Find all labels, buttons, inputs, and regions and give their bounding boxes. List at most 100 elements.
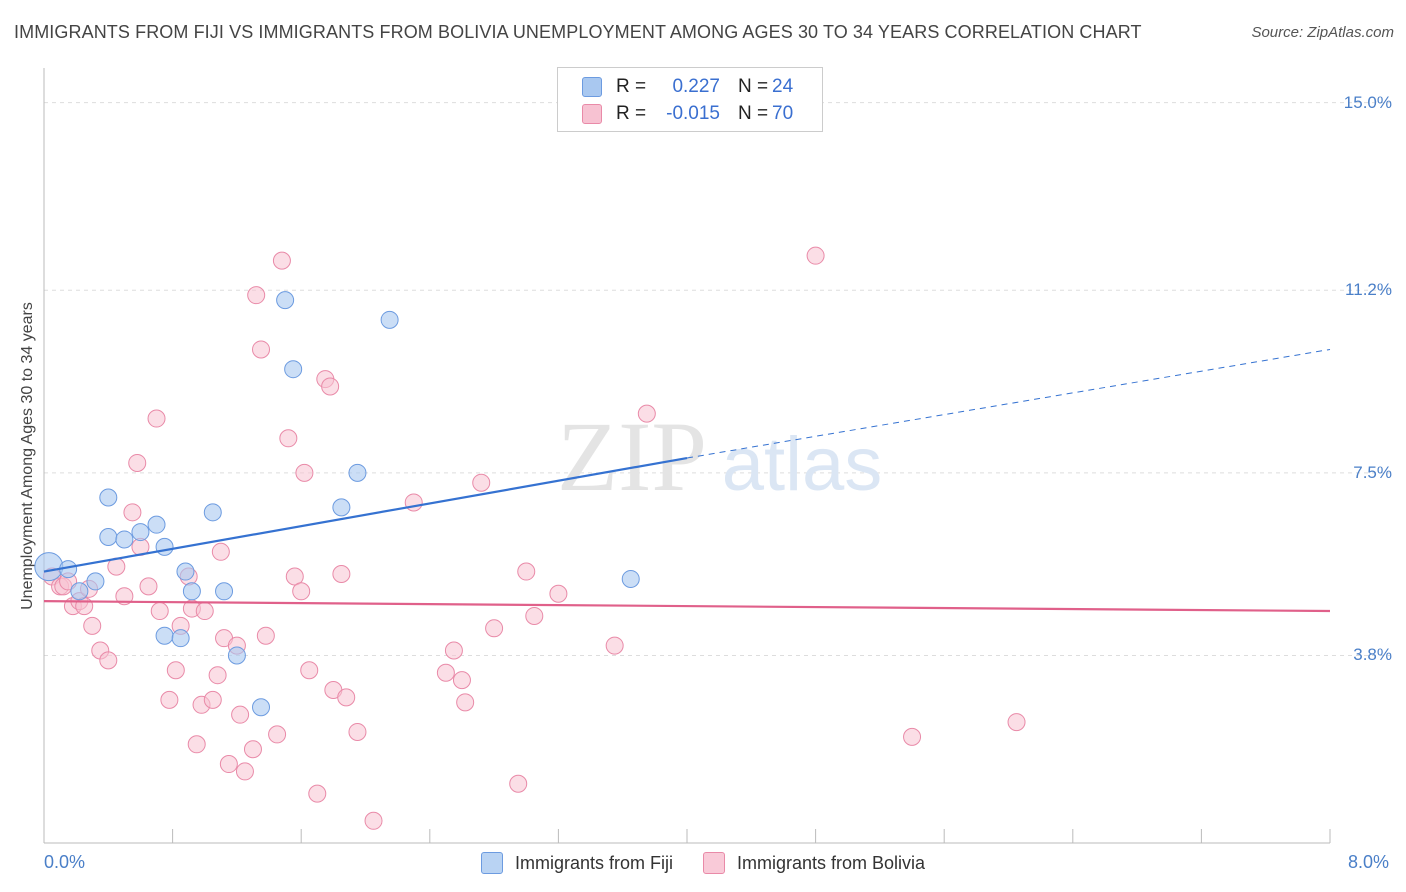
x-tick-label-min: 0.0% bbox=[44, 852, 86, 872]
bolivia-point bbox=[160, 690, 179, 709]
legend-n-label: N = bbox=[738, 76, 769, 97]
bolivia-point bbox=[485, 619, 504, 638]
legend-item-bolivia: Immigrants from Bolivia bbox=[702, 852, 926, 874]
bolivia-point bbox=[139, 577, 158, 596]
watermark: ZIP atlas bbox=[557, 401, 882, 512]
correlation-legend: R = 0.227 N = 24 R = -0.015 N = 70 bbox=[557, 67, 823, 132]
fiji-trend-line bbox=[43, 456, 688, 573]
fiji-point bbox=[182, 582, 201, 601]
bolivia-point bbox=[268, 725, 287, 744]
fiji-point bbox=[115, 530, 134, 549]
fiji-point bbox=[99, 488, 118, 507]
axes bbox=[43, 68, 1331, 844]
bolivia-point bbox=[256, 626, 275, 645]
bolivia-trend-line bbox=[43, 600, 1331, 613]
bolivia-point bbox=[99, 651, 118, 670]
legend-swatch-bolivia bbox=[582, 104, 602, 124]
legend-n-value: 24 bbox=[772, 76, 794, 97]
bolivia-point bbox=[364, 811, 383, 830]
legend-r-label: R = bbox=[616, 76, 647, 97]
source-note: Source: ZipAtlas.com bbox=[1251, 24, 1394, 41]
fiji-point bbox=[155, 626, 174, 645]
bolivia-point bbox=[337, 688, 356, 707]
fiji-trend-extension bbox=[686, 348, 1331, 459]
fiji-point bbox=[99, 528, 118, 546]
bolivia-point bbox=[1007, 713, 1026, 732]
legend-n-label: N = bbox=[738, 103, 769, 124]
bolivia-point bbox=[279, 429, 298, 448]
bolivia-point bbox=[295, 463, 314, 482]
y-tick-label: 7.5% bbox=[1353, 462, 1392, 482]
bolivia-point bbox=[452, 671, 471, 690]
fiji-point bbox=[70, 582, 89, 601]
y-tick-label: 15.0% bbox=[1343, 92, 1392, 112]
fiji-point bbox=[332, 498, 351, 517]
trend-lines bbox=[43, 348, 1331, 613]
bolivia-point bbox=[549, 584, 568, 603]
series-bolivia bbox=[43, 246, 1026, 830]
legend-r-value: -0.015 bbox=[666, 103, 720, 124]
legend-swatch-fiji bbox=[582, 77, 602, 97]
legend-swatch-bolivia bbox=[702, 852, 725, 874]
bolivia-point bbox=[472, 473, 491, 492]
bolivia-point bbox=[605, 636, 624, 655]
fiji-point bbox=[276, 291, 295, 310]
legend-r-value: 0.227 bbox=[672, 76, 720, 97]
chart-title: IMMIGRANTS FROM FIJI VS IMMIGRANTS FROM … bbox=[14, 22, 1142, 42]
bolivia-point bbox=[150, 602, 169, 621]
fiji-point bbox=[86, 572, 105, 591]
bolivia-point bbox=[83, 616, 102, 635]
bolivia-point bbox=[285, 567, 304, 586]
bolivia-point bbox=[166, 661, 185, 680]
legend-label-bolivia: Immigrants from Bolivia bbox=[736, 852, 926, 873]
bolivia-point bbox=[292, 582, 311, 601]
fiji-point bbox=[215, 582, 234, 601]
bolivia-point bbox=[235, 762, 254, 781]
bolivia-point bbox=[252, 340, 271, 359]
y-tick-label: 11.2% bbox=[1345, 280, 1392, 300]
legend-r-label: R = bbox=[616, 103, 647, 124]
fiji-point bbox=[155, 537, 174, 556]
bolivia-point bbox=[517, 562, 536, 581]
fiji-point bbox=[203, 503, 222, 522]
bolivia-point bbox=[272, 251, 291, 270]
fiji-point bbox=[252, 698, 271, 717]
bolivia-point bbox=[128, 453, 147, 472]
legend-label-fiji: Immigrants from Fiji bbox=[514, 852, 673, 873]
bolivia-point bbox=[509, 774, 528, 793]
fiji-point bbox=[621, 569, 640, 588]
bolivia-point bbox=[115, 587, 134, 606]
bolivia-point bbox=[637, 404, 656, 423]
bolivia-point bbox=[219, 755, 238, 774]
bolivia-point bbox=[195, 602, 214, 621]
watermark-zip: ZIP bbox=[557, 401, 707, 512]
bolivia-point bbox=[243, 740, 262, 759]
fiji-point bbox=[380, 310, 399, 329]
series-fiji bbox=[34, 291, 640, 717]
legend-item-fiji: Immigrants from Fiji bbox=[480, 852, 673, 874]
legend-row-fiji: R = 0.227 N = 24 bbox=[582, 74, 793, 100]
grid-lines bbox=[44, 102, 1390, 656]
fiji-point bbox=[176, 562, 195, 581]
legend-row-bolivia: R = -0.015 N = 70 bbox=[582, 101, 793, 127]
series-legend: Immigrants from Fiji Immigrants from Bol… bbox=[0, 852, 1406, 874]
x-tick-label-max: 8.0% bbox=[1348, 852, 1390, 872]
bolivia-point bbox=[187, 735, 206, 754]
bolivia-point bbox=[208, 666, 227, 685]
bolivia-point bbox=[308, 784, 327, 803]
bolivia-point bbox=[300, 661, 319, 680]
legend-swatch-fiji bbox=[480, 852, 503, 874]
fiji-point bbox=[284, 360, 303, 379]
bolivia-point bbox=[525, 606, 544, 625]
watermark-atlas: atlas bbox=[722, 422, 883, 507]
bolivia-point bbox=[903, 727, 922, 746]
fiji-point bbox=[348, 463, 367, 482]
bolivia-point bbox=[247, 286, 266, 305]
bolivia-point bbox=[444, 641, 463, 660]
bolivia-point bbox=[332, 565, 351, 584]
bolivia-point bbox=[806, 246, 825, 265]
y-tick-label: 3.8% bbox=[1353, 645, 1392, 665]
fiji-point bbox=[131, 523, 150, 542]
bolivia-point bbox=[348, 722, 367, 741]
